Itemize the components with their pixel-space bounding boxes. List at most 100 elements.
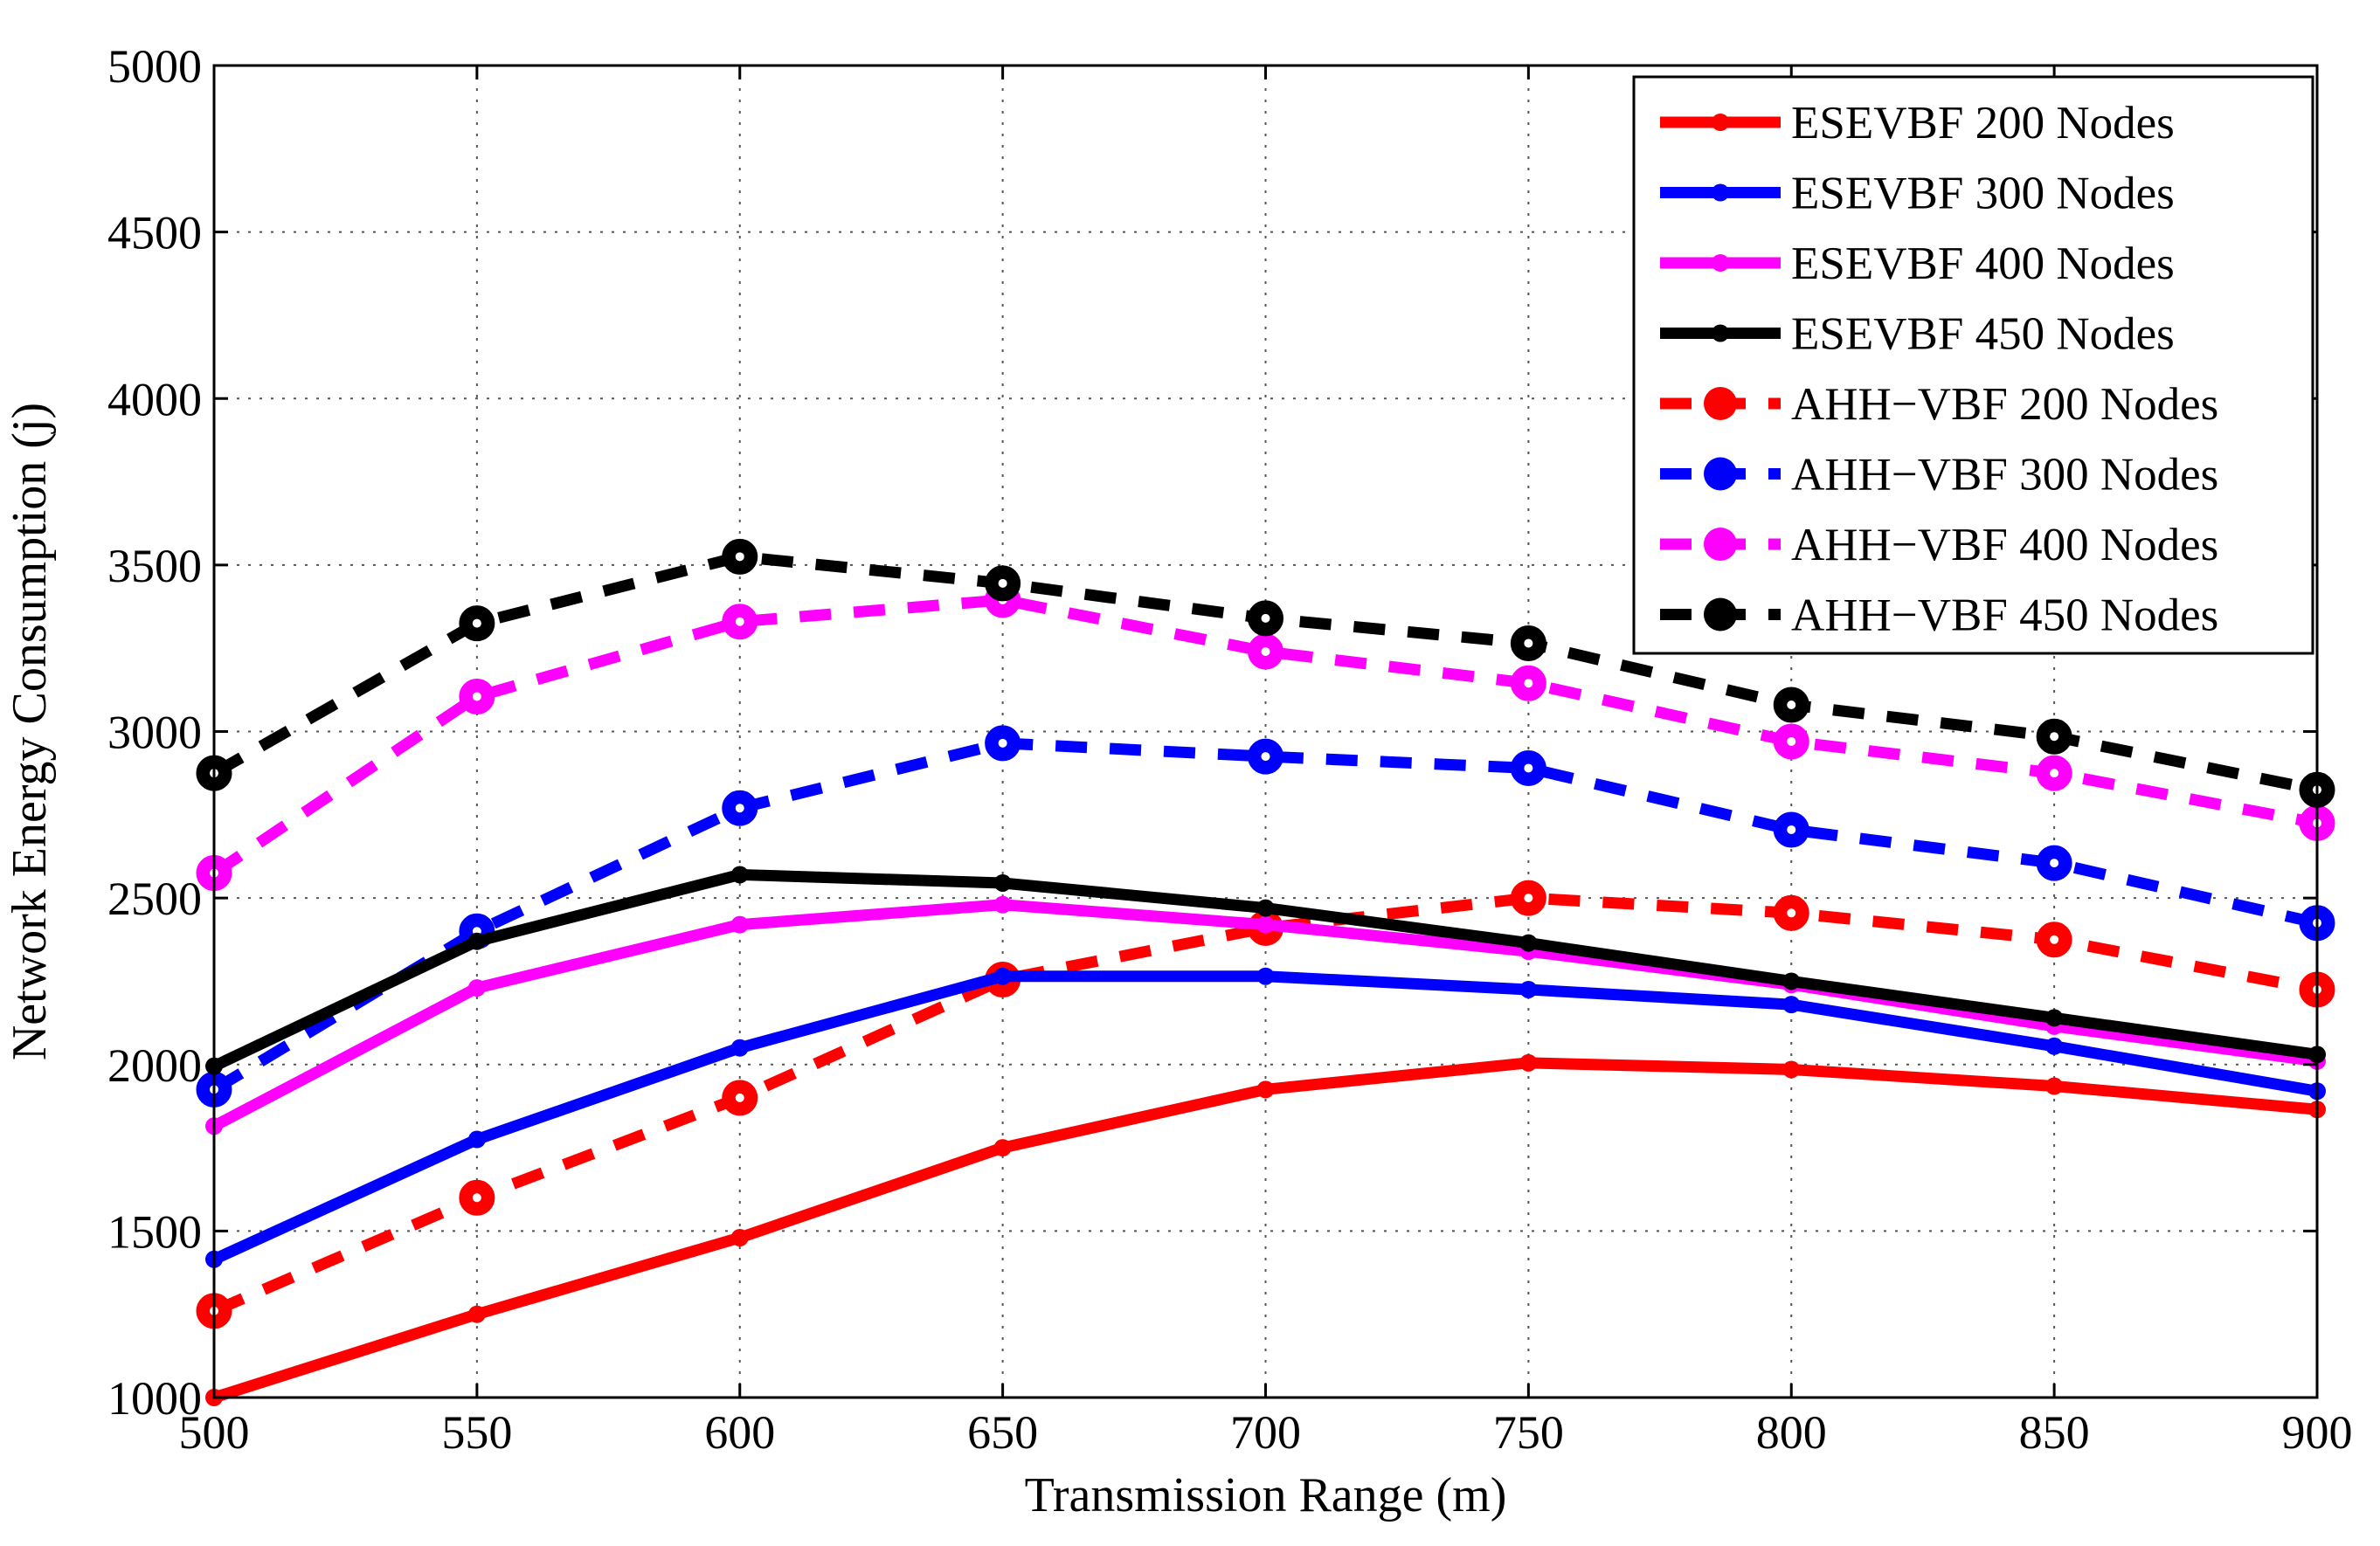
data-point [467, 1130, 486, 1149]
data-point-center [1787, 701, 1796, 709]
x-tick-label: 750 [1493, 1406, 1564, 1459]
data-point [1519, 934, 1538, 952]
legend-label: AHH−VBF 400 Nodes [1791, 520, 2218, 570]
data-point [1782, 972, 1801, 990]
data-point [2045, 1037, 2064, 1055]
data-point-center [735, 617, 744, 626]
data-point-center [735, 552, 744, 562]
data-point [467, 979, 486, 997]
series-2 [205, 967, 2326, 1268]
legend-swatch-marker [1704, 528, 1737, 561]
data-point [1256, 1080, 1275, 1099]
legend-swatch-marker [1712, 114, 1729, 131]
data-point-center [2050, 732, 2059, 742]
series-line [211, 737, 2319, 1094]
legend-label: ESEVBF 400 Nodes [1791, 238, 2175, 289]
data-point [1256, 915, 1275, 934]
series-4 [205, 866, 2326, 1075]
legend-item: AHH−VBF 200 Nodes [1660, 379, 2218, 430]
legend-label: AHH−VBF 300 Nodes [1791, 450, 2218, 500]
data-point-center [1524, 894, 1533, 903]
data-point-center [1524, 763, 1533, 773]
legend-item: AHH−VBF 300 Nodes [1660, 450, 2218, 500]
legend-swatch-marker [1704, 387, 1737, 420]
data-point [467, 1305, 486, 1323]
legend-item: ESEVBF 450 Nodes [1660, 309, 2175, 360]
data-point [1256, 899, 1275, 917]
data-point [993, 1139, 1012, 1157]
data-point-center [2050, 859, 2059, 868]
legend-swatch-marker [1712, 324, 1729, 342]
data-point [1519, 1053, 1538, 1072]
x-tick-label: 800 [1756, 1406, 1827, 1459]
legend-label: ESEVBF 200 Nodes [1791, 98, 2175, 148]
data-point [993, 967, 1012, 985]
legend-swatch-marker [1712, 183, 1729, 202]
legend-item: AHH−VBF 450 Nodes [1660, 590, 2218, 641]
data-point [467, 932, 486, 950]
legend-swatch-marker [1704, 457, 1737, 491]
x-tick-label: 500 [179, 1406, 250, 1459]
data-point-center [2050, 769, 2059, 778]
data-point-center [2050, 935, 2059, 944]
data-point-center [1787, 908, 1796, 918]
legend-swatch-marker [1704, 597, 1737, 632]
legend-item: ESEVBF 400 Nodes [1660, 238, 2175, 289]
data-point-center [1261, 613, 1270, 623]
x-tick-label: 550 [441, 1406, 512, 1459]
y-tick-label: 3000 [107, 707, 202, 759]
y-tick-label: 1000 [107, 1372, 202, 1425]
data-point-center [1261, 752, 1270, 762]
legend-item: ESEVBF 200 Nodes [1660, 98, 2175, 148]
legend-label: AHH−VBF 450 Nodes [1791, 590, 2218, 641]
data-point-center [998, 578, 1007, 588]
data-point-center [1261, 647, 1270, 656]
data-point-center [1787, 825, 1796, 834]
data-point [730, 1229, 749, 1246]
y-axis-title: Network Energy Consumption (j) [3, 403, 57, 1060]
axis-ticks: 500 550 600 650 700 750 800 850 900 1000 1500 2000 2… [107, 40, 2353, 1459]
data-point [2045, 1009, 2064, 1027]
y-tick-label: 1500 [107, 1205, 202, 1258]
y-tick-label: 5000 [107, 40, 202, 93]
series-line [211, 892, 2319, 1316]
data-point-center [1787, 736, 1796, 746]
data-point-center [735, 804, 744, 813]
x-tick-label: 650 [967, 1406, 1038, 1459]
x-tick-label: 700 [1230, 1406, 1301, 1459]
legend-item: AHH−VBF 400 Nodes [1660, 520, 2218, 570]
data-point-center [1524, 638, 1533, 648]
x-tick-label: 900 [2282, 1406, 2353, 1459]
y-tick-label: 4000 [107, 373, 202, 425]
x-tick-label: 600 [704, 1406, 775, 1459]
data-point [1782, 1060, 1801, 1079]
data-point [1782, 996, 1801, 1014]
legend-label: ESEVBF 450 Nodes [1791, 309, 2175, 360]
data-point-center [472, 1193, 481, 1203]
series-6 [196, 725, 2335, 1108]
y-tick-label: 2500 [107, 873, 202, 925]
data-point [2045, 1077, 2064, 1095]
y-tick-label: 4500 [107, 207, 202, 259]
legend-swatch-marker [1712, 254, 1729, 272]
series-layer [196, 538, 2335, 1406]
legend-item: ESEVBF 300 Nodes [1660, 169, 2175, 219]
data-point [730, 866, 749, 884]
data-point [1519, 980, 1538, 998]
x-tick-label: 850 [2019, 1406, 2090, 1459]
series-line [211, 594, 2319, 878]
data-point-center [998, 738, 1007, 748]
y-tick-label: 2000 [107, 1039, 202, 1092]
data-point [993, 873, 1012, 892]
legend-box [1632, 75, 2314, 655]
legend: ESEVBF 200 Nodes ESEVBF 300 Nodes ESEVBF 4… [1632, 75, 2314, 655]
x-axis-title: Transmission Range (m) [1025, 1468, 1507, 1522]
data-point-center [735, 1093, 744, 1102]
data-point-center [472, 692, 481, 701]
data-point [1256, 967, 1275, 985]
data-point [730, 1039, 749, 1057]
data-point-center [472, 618, 481, 628]
series-8 [196, 538, 2335, 808]
data-point [993, 895, 1012, 914]
y-tick-label: 3500 [107, 540, 202, 592]
